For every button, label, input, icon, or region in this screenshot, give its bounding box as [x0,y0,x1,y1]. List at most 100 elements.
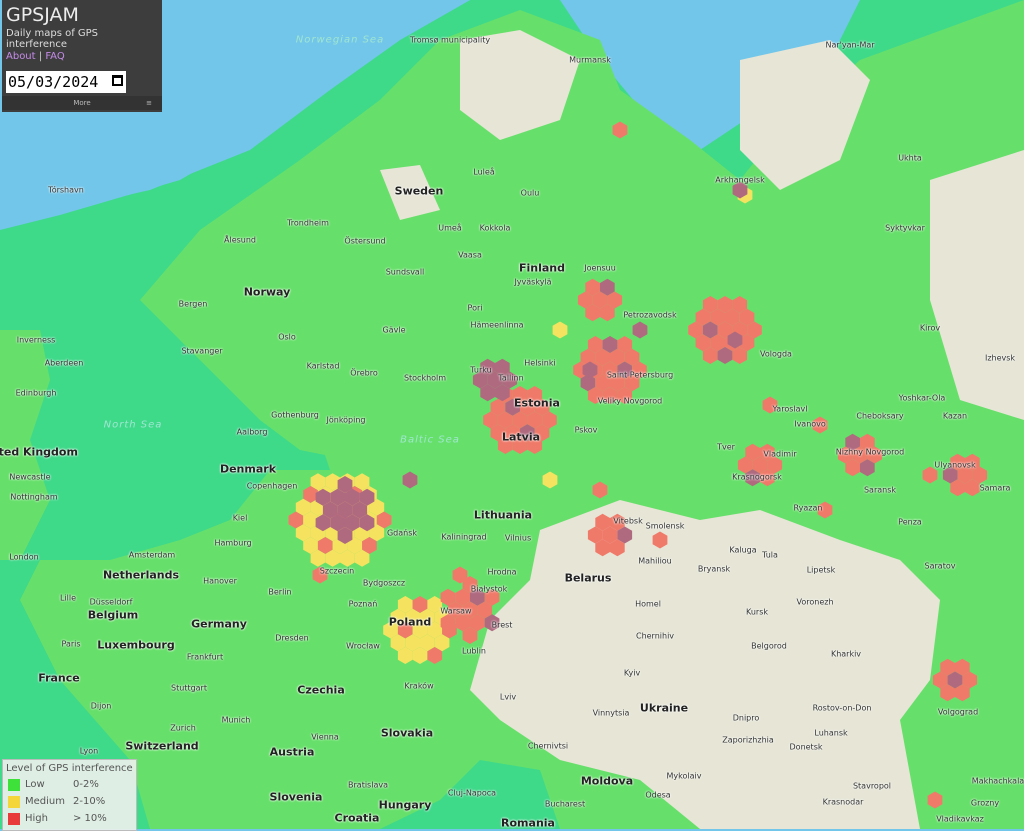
interference-hex[interactable] [440,588,456,606]
interference-hex[interactable] [369,498,385,516]
interference-hex[interactable] [520,398,535,416]
interference-hex[interactable] [612,121,628,139]
interference-hex[interactable] [542,471,558,489]
interference-hex[interactable] [867,446,883,464]
interference-hex[interactable] [412,647,428,664]
interference-hex[interactable] [727,331,743,349]
interference-hex[interactable] [624,374,640,392]
interference-hex[interactable] [600,278,615,296]
interference-hex[interactable] [534,398,550,416]
interference-hex[interactable] [325,549,340,567]
interference-hex[interactable] [762,396,778,414]
interference-hex[interactable] [369,524,385,542]
interference-hex[interactable] [412,621,428,639]
interference-hex[interactable] [390,608,406,626]
interference-hex[interactable] [295,498,311,516]
about-link[interactable]: About [6,51,36,62]
interference-hex[interactable] [739,308,755,326]
interference-hex[interactable] [965,453,980,471]
interference-hex[interactable] [534,424,550,442]
interference-hex[interactable] [405,608,420,626]
interference-hex[interactable] [480,384,495,402]
interference-hex[interactable] [520,424,535,442]
interference-hex[interactable] [345,488,360,506]
interference-hex[interactable] [420,608,435,626]
interference-hex[interactable] [345,514,360,532]
interference-hex[interactable] [552,321,568,339]
interference-hex[interactable] [632,361,647,379]
interference-hex[interactable] [354,549,370,567]
interference-hex[interactable] [592,291,608,309]
date-input[interactable]: 05/03/2024 [6,71,126,93]
interference-hex[interactable] [927,791,943,809]
interference-hex[interactable] [397,621,413,639]
interference-hex[interactable] [352,501,368,519]
interference-hex[interactable] [950,453,965,471]
interference-hex[interactable] [310,473,326,491]
interference-hex[interactable] [330,514,345,532]
interference-hex[interactable] [502,371,518,389]
interference-hex[interactable] [347,537,363,554]
interference-hex[interactable] [427,647,443,664]
interference-hex[interactable] [483,411,498,429]
interference-hex[interactable] [837,446,853,464]
interference-hex[interactable] [717,321,733,339]
interference-hex[interactable] [957,466,973,484]
interference-hex[interactable] [434,634,450,652]
interference-hex[interactable] [812,416,828,434]
interference-hex[interactable] [383,621,398,639]
interference-hex[interactable] [852,446,868,464]
interference-hex[interactable] [732,296,748,313]
interference-hex[interactable] [440,614,456,632]
interference-hex[interactable] [359,514,375,532]
interference-hex[interactable] [288,511,304,529]
interference-hex[interactable] [497,437,513,454]
interference-hex[interactable] [617,336,633,353]
interference-hex[interactable] [595,513,610,531]
interference-hex[interactable] [527,386,543,403]
interference-hex[interactable] [315,488,331,506]
interference-hex[interactable] [455,614,470,632]
interference-hex[interactable] [585,278,600,296]
interference-hex[interactable] [322,501,338,519]
interference-hex[interactable] [600,304,615,322]
interference-hex[interactable] [632,321,648,339]
interference-hex[interactable] [602,336,618,353]
interference-hex[interactable] [337,501,353,519]
interference-hex[interactable] [303,486,318,503]
interference-hex[interactable] [312,566,328,584]
interference-hex[interactable] [497,411,513,429]
interference-hex[interactable] [512,411,528,429]
interference-hex[interactable] [487,371,503,389]
interference-hex[interactable] [745,469,760,487]
interference-hex[interactable] [340,549,355,567]
interference-hex[interactable] [737,456,753,474]
interference-hex[interactable] [732,181,748,199]
interference-hex[interactable] [455,588,470,606]
interference-hex[interactable] [402,471,418,489]
interference-hex[interactable] [362,537,377,554]
interference-hex[interactable] [527,437,543,454]
interference-hex[interactable] [602,387,618,404]
interference-hex[interactable] [695,334,711,352]
interference-hex[interactable] [587,336,603,353]
interference-hex[interactable] [452,566,468,584]
interference-hex[interactable] [592,481,608,499]
interference-hex[interactable] [860,433,875,451]
interference-hex[interactable] [602,361,618,379]
interference-hex[interactable] [495,384,510,402]
interference-hex[interactable] [490,398,506,416]
interference-hex[interactable] [845,433,860,451]
interference-hex[interactable] [310,549,326,567]
interference-hex[interactable] [760,469,775,487]
interference-hex[interactable] [688,321,703,339]
faq-link[interactable]: FAQ [45,51,65,62]
interference-hex[interactable] [955,684,970,702]
interference-hex[interactable] [950,479,965,497]
interference-hex[interactable] [587,387,603,404]
interference-hex[interactable] [717,347,733,364]
interference-hex[interactable] [610,348,625,366]
interference-hex[interactable] [732,347,748,364]
interference-hex[interactable] [739,334,755,352]
interference-hex[interactable] [942,466,958,484]
